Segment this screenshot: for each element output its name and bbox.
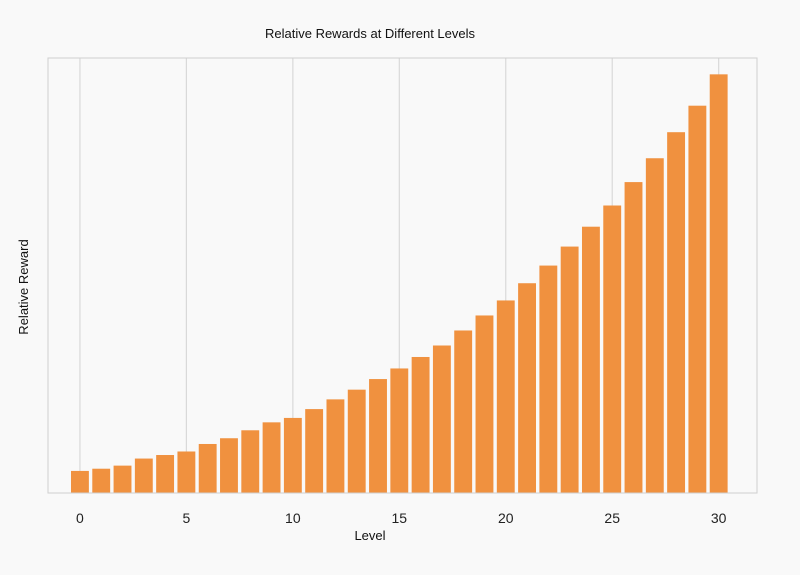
x-tick-30: 30 [711, 510, 727, 526]
bar-level-19 [475, 315, 494, 493]
bar-level-1 [92, 468, 111, 493]
bar-level-16 [411, 356, 430, 493]
bar-level-2 [113, 465, 132, 493]
bar-level-15 [390, 368, 409, 493]
bar-level-6 [198, 443, 217, 493]
bar-level-12 [326, 399, 345, 493]
bar-level-10 [283, 417, 302, 493]
bar-level-13 [347, 389, 366, 493]
y-axis-label: Relative Reward [16, 239, 31, 334]
x-tick-0: 0 [76, 510, 84, 526]
x-tick-25: 25 [604, 510, 620, 526]
bar-level-22 [539, 265, 558, 493]
bar-level-0 [70, 470, 89, 493]
bar-level-3 [134, 458, 153, 493]
bar-level-11 [305, 409, 324, 493]
bar-level-9 [262, 422, 281, 493]
bar-level-18 [454, 330, 473, 493]
bar-level-20 [496, 300, 515, 493]
bar-level-29 [688, 105, 707, 493]
bar-level-27 [645, 158, 664, 494]
bar-level-7 [220, 438, 238, 493]
bar-level-21 [518, 283, 536, 493]
x-tick-10: 10 [285, 510, 301, 526]
bar-level-5 [177, 451, 196, 493]
bar-level-23 [560, 246, 579, 493]
bar-level-4 [156, 455, 175, 493]
bar-level-30 [709, 74, 728, 494]
bar-level-8 [241, 430, 260, 493]
bar-level-26 [624, 182, 643, 494]
x-tick-labels: 0 5 10 15 20 25 30 [76, 510, 727, 526]
bar-level-28 [667, 132, 686, 494]
plot-frame [47, 57, 758, 494]
x-tick-20: 20 [498, 510, 514, 526]
bar-level-24 [581, 226, 600, 493]
x-axis-label: Level [354, 528, 385, 543]
bar-level-25 [603, 205, 622, 493]
bars [70, 74, 728, 494]
chart-title: Relative Rewards at Different Levels [265, 26, 476, 41]
bar-level-17 [432, 345, 451, 493]
x-tick-5: 5 [182, 510, 190, 526]
bar-level-14 [369, 379, 387, 493]
x-tick-15: 15 [392, 510, 408, 526]
